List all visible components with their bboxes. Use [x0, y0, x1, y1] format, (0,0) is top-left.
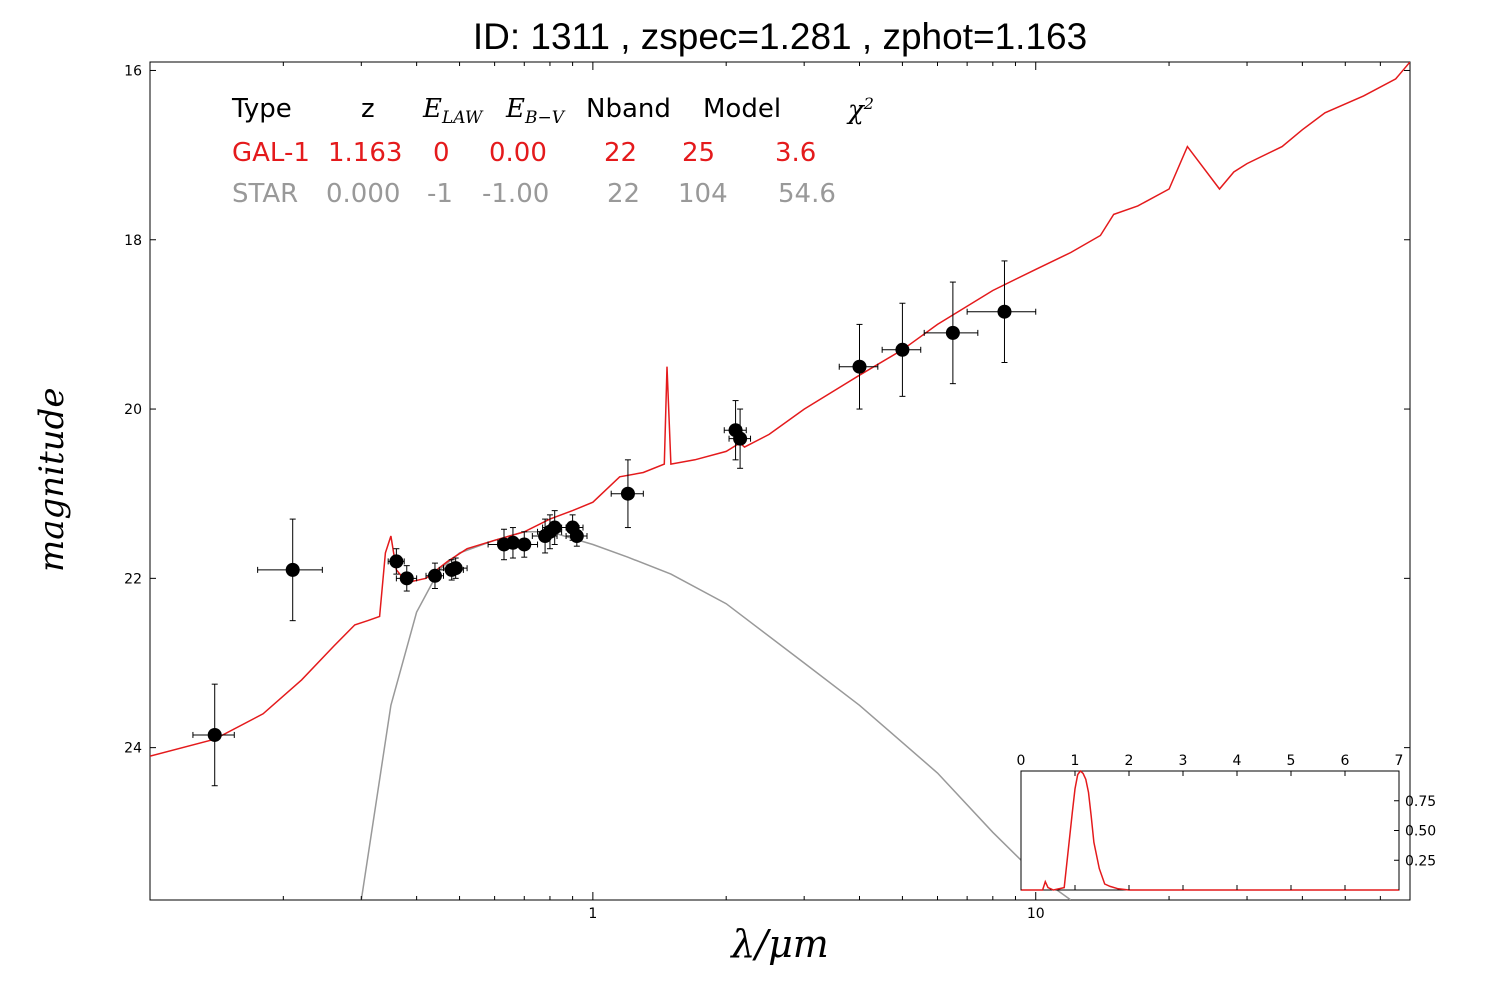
data-point: [389, 554, 404, 569]
y-tick-label: 24: [124, 741, 142, 757]
data-point: [620, 486, 635, 501]
data-point: [505, 535, 520, 550]
inset-frame: [1020, 770, 1400, 891]
data-point: [733, 431, 748, 446]
inset-y-tick-label: 0.25: [1405, 853, 1436, 869]
inset-x-tick-label: 1: [1071, 753, 1080, 769]
table-header-chi2: χ2: [848, 94, 874, 126]
inset-x-tick-label: 3: [1179, 753, 1188, 769]
data-point: [399, 571, 414, 586]
star-z: 0.000: [326, 179, 401, 209]
data-point: [852, 359, 867, 374]
y-tick-label: 20: [124, 402, 142, 418]
gal-elaw: 0: [433, 138, 450, 168]
data-point: [517, 537, 532, 552]
star-chi2: 54.6: [778, 179, 836, 209]
data-point: [448, 561, 463, 576]
chart-title: ID: 1311 , zspec=1.281 , zphot=1.163: [472, 16, 1088, 57]
y-tick-label: 18: [124, 233, 142, 249]
data-point: [895, 342, 910, 357]
photometry-points-layer: [192, 260, 1037, 787]
gal-type: GAL-1: [232, 138, 310, 168]
inset-x-tick-label: 2: [1125, 753, 1134, 769]
gal-ebv: 0.00: [489, 138, 547, 168]
table-header-ebv: EB−V: [506, 94, 564, 129]
star-model: 104: [678, 179, 728, 209]
star-elaw: -1: [427, 179, 453, 209]
star-ebv: -1.00: [482, 179, 550, 209]
y-axis-label: magnitude: [32, 387, 72, 573]
x-axis-label: λ/μm: [731, 922, 829, 966]
data-point: [547, 520, 562, 535]
table-header-type: Type: [232, 94, 292, 124]
pdf-inset: 0 1 2 3 4 5 6 7 0.25 0.50 0.75: [1017, 753, 1436, 891]
inset-x-tick-label: 6: [1341, 753, 1350, 769]
pdf-line: [1021, 769, 1399, 891]
star-nband: 22: [607, 179, 641, 209]
y-tick-label: 16: [124, 63, 142, 79]
table-header-z: z: [361, 94, 375, 124]
data-point: [285, 562, 300, 577]
gal-model: 25: [682, 138, 716, 168]
gal-nband: 22: [604, 138, 638, 168]
inset-x-tick-label: 0: [1017, 753, 1026, 769]
galaxy-model-layer: [150, 62, 1410, 757]
data-point: [207, 727, 222, 742]
table-header-nband: Nband: [586, 94, 671, 124]
series-line-0: [150, 62, 1410, 757]
data-point: [569, 529, 584, 544]
main-plot-frame: [149, 61, 1411, 901]
inset-x-tick-label: 7: [1395, 753, 1404, 769]
table-header-model: Model: [703, 94, 782, 124]
y-tick-label: 22: [124, 571, 142, 587]
data-point: [945, 325, 960, 340]
table-header-elaw: ELAW: [423, 94, 483, 129]
inset-y-tick-label: 0.75: [1405, 794, 1436, 810]
x-tick-label: 10: [1027, 906, 1045, 922]
data-point: [427, 568, 442, 583]
gal-chi2: 3.6: [775, 138, 817, 168]
data-point: [997, 304, 1012, 319]
inset-x-tick-label: 4: [1233, 753, 1242, 769]
inset-y-tick-label: 0.50: [1405, 824, 1436, 840]
star-type: STAR: [232, 179, 299, 209]
inset-x-tick-label: 5: [1287, 753, 1296, 769]
x-tick-label: 1: [588, 906, 597, 922]
gal-z: 1.163: [328, 138, 403, 168]
series-line-1: [360, 531, 1072, 900]
star-model-layer: [360, 531, 1072, 900]
